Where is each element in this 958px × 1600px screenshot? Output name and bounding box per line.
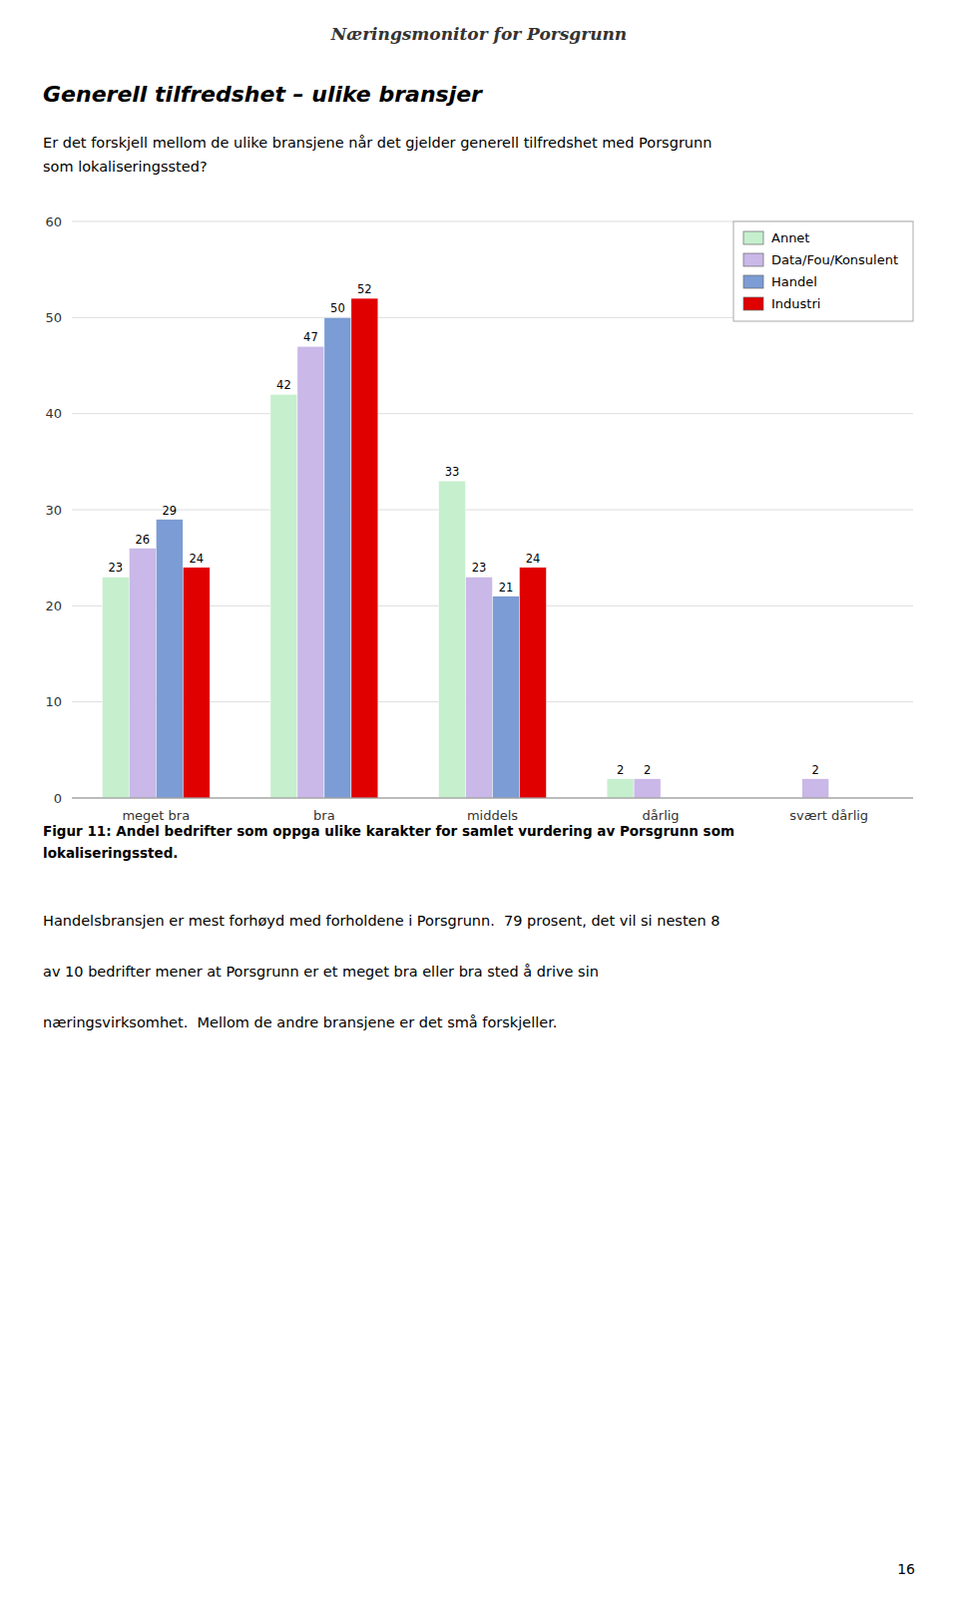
- grid-line: [71, 413, 914, 415]
- caption: Figur 11: Andel bedrifter som oppga ulik…: [42, 823, 735, 840]
- data-label: 26: [134, 532, 150, 547]
- bar: [182, 567, 210, 799]
- legend-swatch: [743, 253, 764, 267]
- bar: [518, 567, 546, 799]
- data-label: 2: [643, 763, 651, 778]
- caption: lokaliseringssted.: [42, 845, 178, 862]
- data-label: 42: [276, 378, 292, 393]
- subtitle: som lokaliseringssted?: [42, 158, 208, 175]
- bar: [606, 779, 634, 799]
- bar: [351, 298, 379, 799]
- legend-frame: [733, 221, 914, 322]
- x-axis-line: [71, 798, 914, 800]
- data-label: 2: [616, 763, 624, 778]
- legend: Annet Data/Fou/Konsulent Handel Industri: [733, 221, 914, 322]
- legend-swatch: [743, 231, 764, 245]
- data-label: 24: [525, 551, 541, 566]
- data-label: 29: [161, 503, 177, 518]
- x-tick-label: meget bra: [121, 808, 190, 824]
- data-label: 23: [472, 560, 487, 575]
- bar: [297, 346, 325, 799]
- grid: [71, 221, 914, 799]
- grid-line: [71, 509, 914, 511]
- data-label: 52: [357, 282, 373, 297]
- subtitle: Er det forskjell mellom de ulike bransje…: [42, 134, 712, 151]
- body-text: av 10 bedrifter mener at Porsgrunn er et…: [42, 963, 599, 980]
- legend-swatch: [743, 275, 764, 289]
- page: Næringsmonitor for Porsgrunn Generell til…: [0, 0, 958, 1600]
- bar: [155, 519, 183, 799]
- y-tick-label: 60: [44, 214, 62, 230]
- y-tick-label: 10: [44, 694, 62, 710]
- bar: [802, 779, 830, 799]
- bar: [128, 548, 156, 799]
- header: Næringsmonitor for Porsgrunn: [330, 23, 627, 44]
- x-tick-label: svært dårlig: [789, 808, 869, 824]
- x-tick-label: dårlig: [642, 808, 680, 824]
- y-tick-label: 30: [44, 502, 62, 518]
- data-label: 33: [445, 465, 461, 479]
- x-tick-label: bra: [313, 808, 336, 824]
- bars: [101, 298, 829, 799]
- data-label: 50: [330, 301, 346, 316]
- bar: [492, 596, 520, 799]
- bar: [439, 480, 467, 799]
- chart: 0 10 20 30 40 50 60 23 42 33 2 26 47 23 2 2 29 50 21 24 52 24…: [44, 214, 914, 825]
- data-label: 21: [498, 580, 514, 595]
- bar: [466, 576, 493, 799]
- legend-label: Handel: [771, 274, 818, 290]
- bar: [633, 779, 661, 799]
- data-label: 47: [303, 330, 319, 345]
- data-label: 2: [812, 763, 820, 778]
- x-tick-label: middels: [467, 808, 518, 824]
- bar: [101, 576, 129, 799]
- legend-label: Data/Fou/Konsulent: [771, 252, 899, 268]
- y-tick-label: 50: [44, 310, 62, 326]
- y-tick-label: 40: [44, 406, 62, 422]
- title: Generell tilfredshet – ulike bransjer: [42, 81, 483, 107]
- y-tick-label: 0: [53, 791, 62, 807]
- legend-label: Industri: [771, 296, 821, 312]
- body-text: Handelsbransjen er mest forhøyd med forh…: [42, 913, 721, 930]
- legend-label: Annet: [771, 230, 810, 246]
- bar: [270, 394, 298, 799]
- data-labels: 23 42 33 2 26 47 23 2 2 29 50 21 24 52 24: [108, 282, 820, 778]
- body-text: næringsvirksomhet. Mellom de andre brans…: [42, 1014, 557, 1031]
- data-label: 23: [108, 560, 124, 575]
- bar: [324, 317, 352, 799]
- grid-line: [71, 798, 914, 800]
- page-number: 16: [897, 1561, 916, 1578]
- background: [0, 0, 958, 1600]
- legend-swatch: [743, 297, 764, 311]
- y-tick-label: 20: [44, 598, 62, 614]
- data-label: 24: [188, 551, 204, 566]
